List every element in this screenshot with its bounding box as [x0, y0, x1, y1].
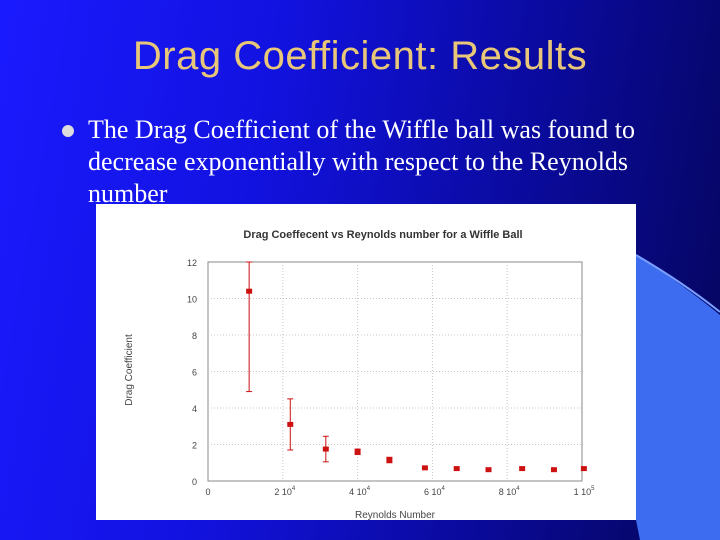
- y-axis-label: Drag Coefficient: [124, 334, 135, 406]
- points-layer: [246, 261, 587, 473]
- chart-title: Drag Coeffecent vs Reynolds number for a…: [243, 229, 522, 241]
- x-axis-label: Reynolds Number: [355, 510, 436, 520]
- chart-panel: Drag Coeffecent vs Reynolds number for a…: [96, 204, 636, 520]
- point-marker: [354, 449, 361, 455]
- y-tick-label: 10: [187, 295, 197, 305]
- bullet-text: The Drag Coefficient of the Wiffle ball …: [88, 115, 635, 208]
- data-point: [354, 448, 361, 456]
- point-marker: [519, 466, 526, 472]
- y-tick-label: 2: [192, 441, 197, 451]
- point-marker: [453, 466, 460, 472]
- x-tick-label: 0: [205, 487, 210, 497]
- swoosh-edge: [635, 254, 720, 313]
- y-tick-label: 12: [187, 258, 197, 268]
- y-tick-label: 4: [192, 404, 197, 414]
- data-point: [453, 466, 460, 472]
- data-point: [485, 467, 492, 473]
- grid-layer: [208, 262, 582, 481]
- x-tick-label: 6 104: [424, 486, 446, 497]
- x-tick-label: 4 104: [349, 486, 371, 497]
- data-point: [386, 456, 393, 464]
- x-tick-label: 2 104: [274, 486, 296, 497]
- y-tick-label: 8: [192, 331, 197, 341]
- drag-coefficient-chart: Drag Coeffecent vs Reynolds number for a…: [124, 229, 595, 520]
- x-tick-label: 8 104: [499, 486, 521, 497]
- data-point: [246, 261, 253, 393]
- y-tick-label: 6: [192, 368, 197, 378]
- tick-layer: 0 2 4 6 8 10 12 0 2 104 4 104 6 104 8 104 1 105: [187, 258, 595, 497]
- data-point: [421, 465, 428, 471]
- slide-title: Drag Coefficient: Results: [132, 34, 588, 78]
- point-marker: [322, 446, 329, 452]
- point-marker: [580, 466, 587, 472]
- point-marker: [485, 467, 492, 473]
- data-point: [519, 466, 526, 472]
- data-point: [550, 467, 557, 473]
- point-marker: [386, 457, 393, 463]
- data-point: [287, 398, 294, 451]
- data-point: [322, 435, 329, 463]
- point-marker: [246, 288, 253, 294]
- point-marker: [287, 421, 294, 427]
- x-tick-label: 1 105: [574, 486, 596, 497]
- y-tick-label: 0: [192, 477, 197, 487]
- point-marker: [550, 467, 557, 473]
- swoosh-shape: [636, 255, 720, 540]
- bullet-icon: [62, 125, 74, 137]
- data-point: [580, 466, 587, 472]
- point-marker: [421, 465, 428, 471]
